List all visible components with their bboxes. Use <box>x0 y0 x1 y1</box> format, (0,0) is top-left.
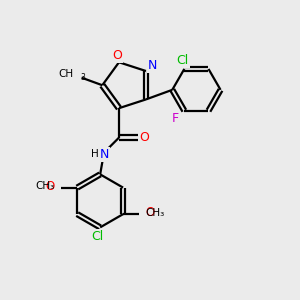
Text: N: N <box>148 59 157 72</box>
Text: 3: 3 <box>80 73 85 82</box>
Text: O: O <box>146 206 155 219</box>
Text: H: H <box>91 149 99 159</box>
Text: O: O <box>112 49 122 62</box>
Text: CH: CH <box>58 69 73 79</box>
Text: F: F <box>172 112 179 124</box>
Text: CH₃: CH₃ <box>35 182 54 191</box>
Text: O: O <box>140 131 149 144</box>
Text: Cl: Cl <box>91 230 103 243</box>
Text: Cl: Cl <box>177 54 189 67</box>
Text: CH₃: CH₃ <box>146 208 165 218</box>
Text: N: N <box>99 148 109 160</box>
Text: O: O <box>45 180 55 193</box>
